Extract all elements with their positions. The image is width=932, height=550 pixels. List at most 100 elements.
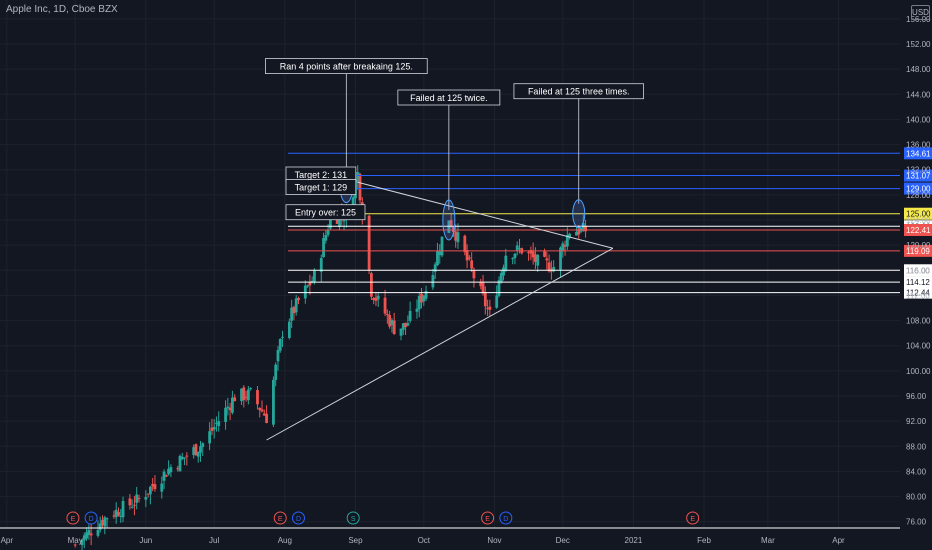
candle-body — [162, 471, 166, 481]
candle-body — [201, 443, 205, 447]
candle-body — [112, 515, 116, 517]
time-axis[interactable]: Apr May Jun Jul Aug Sep Oct Nov Dec 2021 Feb Mar Apr — [0, 527, 900, 545]
candle-body — [424, 290, 428, 299]
candle-body — [322, 238, 325, 258]
candle-body — [369, 273, 373, 297]
event-marker — [66, 511, 80, 525]
candle-body — [144, 497, 148, 500]
candle-body — [135, 494, 139, 503]
highlight-ellipse — [442, 199, 456, 241]
candle-body — [518, 248, 521, 250]
candle-body — [351, 197, 355, 212]
symbol-title: Apple Inc, 1D, Cboe BZX — [6, 4, 118, 15]
y-tick-label: 100.00 — [906, 367, 931, 376]
event-marker — [273, 511, 287, 525]
candle-body — [240, 388, 243, 402]
candle-body — [527, 252, 531, 254]
candle-body — [244, 396, 248, 398]
candle-body — [137, 498, 141, 500]
y-tick-label: 140.00 — [906, 115, 931, 124]
event-marker — [499, 511, 513, 525]
candle-body — [117, 511, 120, 516]
candle-body — [194, 444, 198, 456]
candle-body — [479, 282, 483, 287]
level-price-label: 114.12 — [906, 278, 930, 287]
candle-body — [529, 250, 533, 254]
y-tick-label: 132.00 — [906, 166, 931, 175]
candle-body — [342, 220, 346, 222]
candle-body — [483, 291, 487, 307]
annotation-text: Entry over: 125 — [295, 208, 356, 218]
y-tick-label: 80.00 — [906, 493, 927, 502]
candle-body — [531, 251, 535, 258]
candle-body — [563, 244, 567, 247]
level-price-tag — [904, 276, 932, 289]
annotation-box — [397, 89, 501, 106]
y-tick-label: 88.00 — [906, 442, 927, 451]
candle-body — [372, 298, 376, 301]
event-label: E — [485, 516, 490, 523]
candle-body — [249, 388, 253, 390]
candle-body — [164, 475, 168, 477]
candle-body — [367, 215, 371, 271]
level-price-label: 119.09 — [906, 247, 930, 256]
candle-body — [313, 270, 316, 283]
candle-body — [584, 225, 587, 232]
candle-body — [392, 320, 396, 335]
candle-body — [454, 231, 458, 241]
currency-button[interactable]: USD — [911, 5, 930, 20]
candle-body — [565, 234, 569, 247]
candle-body — [98, 523, 102, 530]
candle-body — [246, 389, 250, 401]
candle-body — [561, 243, 565, 252]
candle-body — [260, 409, 264, 412]
candle-body — [536, 254, 540, 266]
candle-body — [502, 267, 505, 276]
candle-body — [274, 364, 278, 380]
candle-body — [185, 455, 189, 457]
x-tick-label: Oct — [418, 536, 431, 545]
annotation-text: Failed at 125 twice. — [410, 93, 488, 103]
candle-body — [511, 258, 515, 260]
level-price-label: 125.00 — [906, 210, 931, 219]
candle-body — [180, 456, 184, 460]
y-tick-label: 108.00 — [906, 317, 931, 326]
candle-body — [96, 530, 100, 536]
x-tick-label: Jun — [139, 536, 152, 545]
candle-body — [559, 247, 562, 270]
event-label: D — [503, 516, 508, 523]
candle-body — [183, 457, 186, 459]
candles — [73, 165, 587, 550]
y-tick-label: 104.00 — [906, 342, 931, 351]
y-tick-label: 76.00 — [906, 518, 927, 527]
candle-body — [105, 518, 109, 520]
level-price-tag — [904, 244, 932, 257]
annotation-box — [265, 58, 428, 74]
x-tick-label: Feb — [697, 536, 711, 545]
candle-body — [495, 295, 499, 308]
annotation-box — [285, 179, 357, 195]
candle-body — [217, 421, 221, 427]
candle-body — [133, 504, 136, 506]
candle-body — [465, 250, 469, 261]
candle-body — [224, 407, 227, 422]
event-label: D — [296, 516, 301, 523]
price-axis[interactable]: 76.00 80.00 84.00 88.00 92.00 96.00 100.00 104.… — [906, 15, 931, 527]
candle-body — [290, 307, 294, 321]
y-tick-label: 116.00 — [906, 266, 930, 275]
candle-body — [385, 314, 389, 316]
candle-body — [119, 515, 123, 517]
candle-body — [199, 446, 202, 453]
event-marker — [481, 511, 495, 525]
x-tick-label: Aug — [278, 536, 292, 545]
candle-body — [472, 270, 476, 279]
candle-body — [449, 220, 453, 227]
event-label: E — [690, 516, 695, 523]
candle-body — [215, 422, 218, 424]
candle-body — [415, 308, 419, 312]
level-price-tag — [904, 147, 932, 160]
annotation-box — [285, 204, 366, 221]
candle-body — [212, 426, 216, 430]
x-tick-label: Sep — [348, 536, 363, 545]
